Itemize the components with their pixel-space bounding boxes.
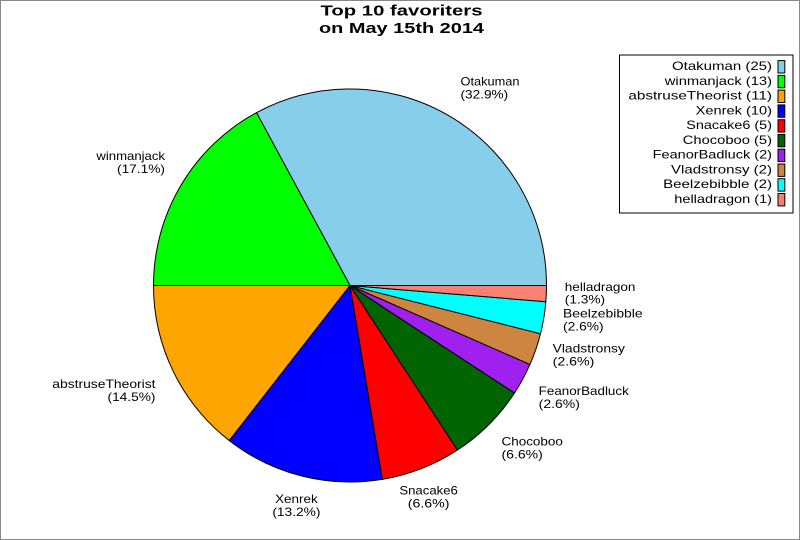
svg-text:Beelzebibble: Beelzebibble (563, 307, 643, 321)
svg-text:(32.9%): (32.9%) (461, 88, 509, 102)
svg-text:(1.3%): (1.3%) (565, 293, 605, 307)
svg-text:Top 10 favoriters: Top 10 favoriters (321, 2, 483, 19)
svg-text:Snacake6 (5): Snacake6 (5) (686, 118, 772, 132)
svg-text:helladragon (1): helladragon (1) (674, 192, 772, 206)
svg-text:(13.2%): (13.2%) (272, 505, 320, 519)
svg-text:(6.6%): (6.6%) (502, 448, 543, 462)
svg-text:Beelzebibble (2): Beelzebibble (2) (663, 177, 772, 191)
svg-text:(2.6%): (2.6%) (563, 320, 604, 334)
svg-text:Otakuman: Otakuman (461, 75, 520, 89)
svg-text:helladragon: helladragon (565, 280, 636, 294)
svg-text:Otakuman (25): Otakuman (25) (672, 59, 772, 73)
svg-text:on May 15th 2014: on May 15th 2014 (319, 20, 485, 37)
svg-text:(2.6%): (2.6%) (539, 397, 580, 411)
svg-text:Snacake6: Snacake6 (399, 484, 458, 498)
svg-text:FeanorBadluck: FeanorBadluck (539, 384, 630, 398)
svg-text:(2.6%): (2.6%) (553, 355, 595, 369)
svg-text:Chocoboo: Chocoboo (502, 435, 564, 449)
svg-text:Vladstronsy: Vladstronsy (553, 342, 625, 356)
svg-text:Xenrek: Xenrek (275, 492, 319, 506)
svg-text:FeanorBadluck (2): FeanorBadluck (2) (653, 148, 772, 162)
svg-text:abstruseTheorist (11): abstruseTheorist (11) (628, 89, 772, 103)
svg-text:(6.6%): (6.6%) (408, 497, 450, 511)
svg-text:Vladstronsy (2): Vladstronsy (2) (671, 162, 772, 176)
svg-text:winmanjack: winmanjack (95, 149, 166, 163)
svg-text:winmanjack (13): winmanjack (13) (664, 74, 772, 88)
svg-text:(14.5%): (14.5%) (108, 390, 156, 404)
svg-text:abstruseTheorist: abstruseTheorist (52, 377, 156, 391)
svg-text:Xenrek (10): Xenrek (10) (696, 103, 772, 117)
svg-text:(17.1%): (17.1%) (117, 162, 165, 176)
svg-text:Chocoboo (5): Chocoboo (5) (683, 133, 772, 147)
